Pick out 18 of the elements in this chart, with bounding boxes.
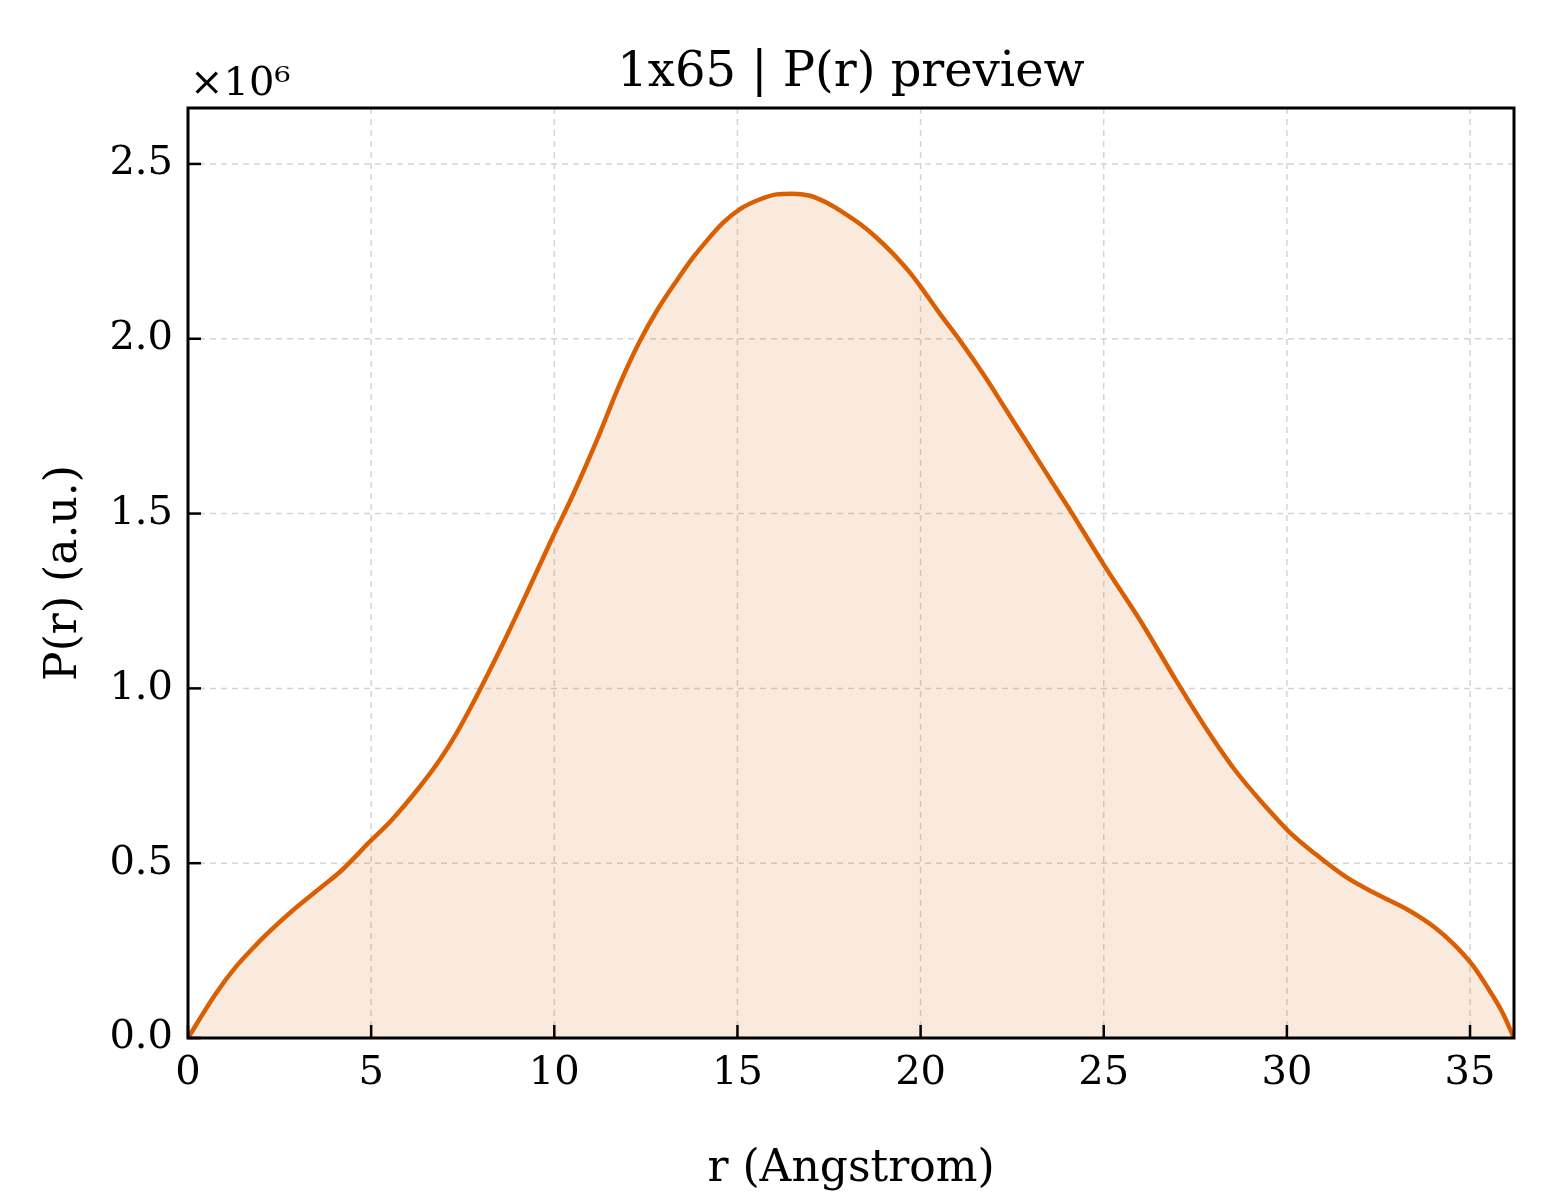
y-tick-label: 2.0 (109, 312, 173, 359)
x-tick-label: 25 (1078, 1047, 1130, 1094)
chart-title: 1x65 | P(r) preview (617, 41, 1085, 97)
x-tick-label: 30 (1261, 1047, 1313, 1094)
x-tick-label: 10 (528, 1047, 580, 1094)
y-tick-label: 0.0 (109, 1011, 173, 1058)
x-tick-label: 0 (175, 1047, 201, 1094)
x-axis-title: r (Angstrom) (707, 1140, 995, 1192)
x-tick-label: 20 (895, 1047, 947, 1094)
y-tick-label: 0.5 (109, 836, 173, 883)
x-tick-label: 15 (711, 1047, 763, 1094)
y-axis-title: P(r) (a.u.) (34, 465, 86, 681)
y-tick-label: 1.0 (109, 661, 173, 708)
text: ×10⁶ (190, 58, 291, 104)
x-tick-label: 5 (358, 1047, 384, 1094)
y-tick-label: 1.5 (109, 486, 173, 533)
y-tick-label: 2.5 (109, 137, 173, 184)
x-tick-label: 35 (1444, 1047, 1496, 1094)
